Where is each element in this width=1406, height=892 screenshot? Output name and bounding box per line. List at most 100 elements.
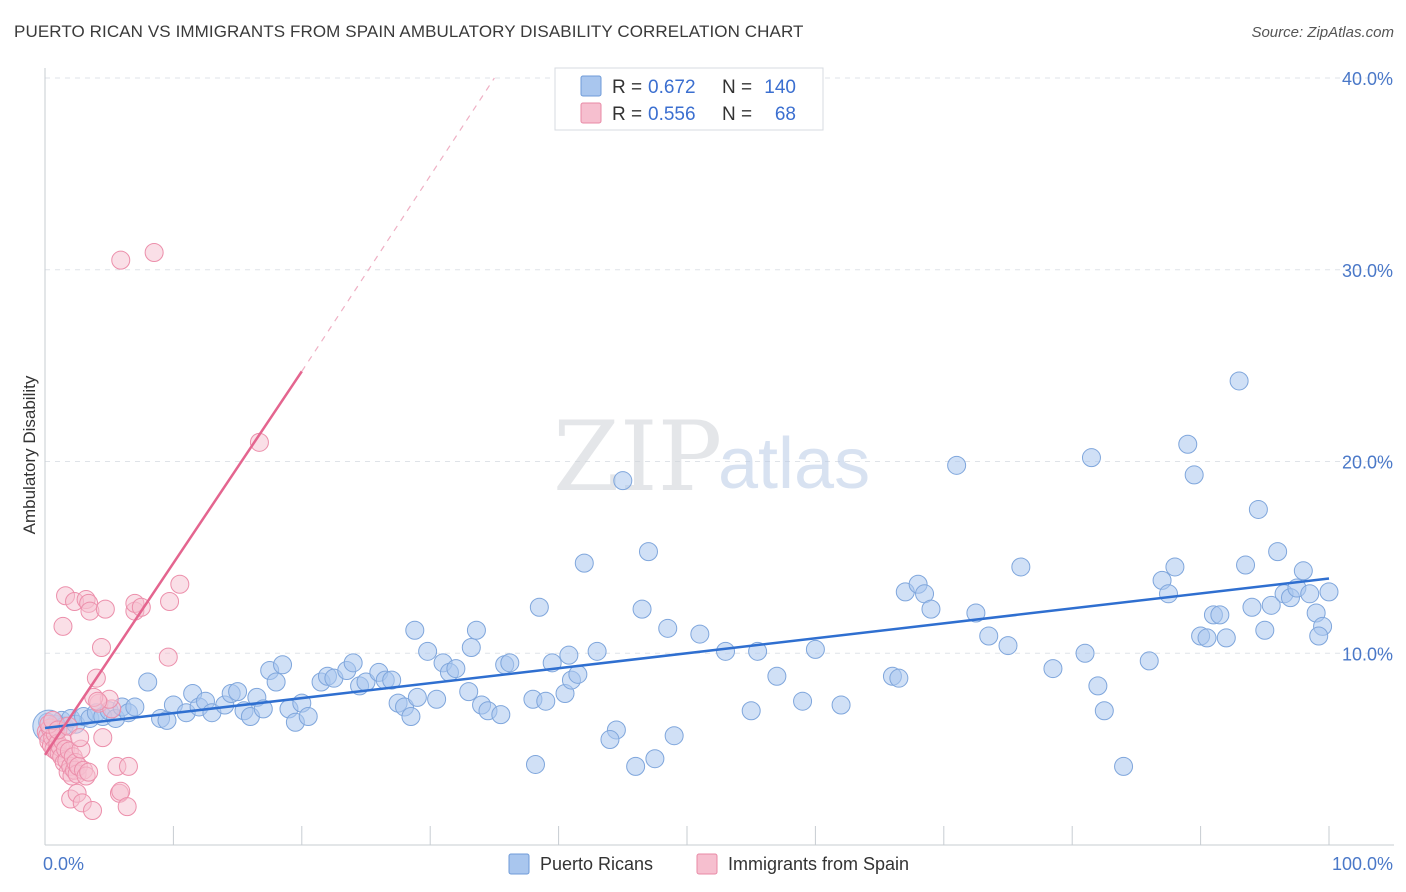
data-point-puerto-ricans [382, 670, 402, 690]
legend-swatch-blue [580, 75, 602, 97]
data-point-puerto-ricans [1300, 584, 1320, 604]
data-point-puerto-ricans [793, 691, 813, 711]
y-tick-label: 40.0% [1342, 69, 1393, 89]
x-tick-label: 100.0% [1332, 854, 1393, 874]
data-point-puerto-ricans [1165, 557, 1185, 577]
data-point-puerto-ricans [1178, 434, 1198, 454]
watermark: ZIP atlas [553, 401, 870, 513]
data-point-puerto-ricans [658, 618, 678, 638]
data-point-puerto-ricans [587, 641, 607, 661]
data-point-immigrants-from-spain [83, 800, 103, 820]
data-point-immigrants-from-spain [117, 797, 137, 817]
data-point-puerto-ricans [664, 726, 684, 746]
watermark-atlas: atlas [718, 424, 870, 504]
legend-n-label-2: N = [722, 104, 752, 125]
data-point-puerto-ricans [298, 707, 318, 727]
data-point-puerto-ricans [600, 730, 620, 750]
bottom-legend-swatch-blue [508, 853, 530, 875]
x-tick-label: 0.0% [43, 854, 84, 874]
data-point-puerto-ricans [1159, 584, 1178, 604]
data-point-puerto-ricans [1319, 582, 1339, 602]
data-point-puerto-ricans [645, 749, 665, 769]
data-point-immigrants-from-spain [91, 637, 111, 657]
data-point-immigrants-from-spain [95, 599, 115, 619]
data-point-puerto-ricans [125, 697, 145, 717]
bottom-legend-label-2: Immigrants from Spain [728, 854, 909, 874]
data-point-puerto-ricans [1094, 701, 1114, 721]
data-point-puerto-ricans [228, 682, 248, 702]
data-point-puerto-ricans [831, 695, 851, 715]
data-point-puerto-ricans [1043, 659, 1063, 679]
data-point-immigrants-from-spain [79, 762, 99, 782]
data-point-puerto-ricans [343, 653, 363, 673]
data-point-immigrants-from-spain [158, 647, 178, 667]
data-point-puerto-ricans [626, 756, 646, 776]
data-point-puerto-ricans [491, 705, 511, 725]
data-point-puerto-ricans [529, 597, 549, 617]
legend: R = 0.672 N = 140 R = 0.556 N = 68 [554, 67, 824, 131]
data-point-immigrants-from-spain [70, 728, 90, 748]
data-point-puerto-ricans [947, 455, 967, 475]
data-point-puerto-ricans [559, 645, 579, 665]
data-point-puerto-ricans [1216, 628, 1236, 648]
data-point-puerto-ricans [407, 687, 427, 707]
data-point-puerto-ricans [638, 542, 658, 562]
data-point-puerto-ricans [1248, 499, 1268, 519]
axes [44, 68, 1394, 846]
data-point-immigrants-from-spain [160, 591, 180, 611]
bottom-legend: Puerto Ricans Immigrants from Spain [508, 853, 909, 875]
data-point-puerto-ricans [741, 701, 761, 721]
data-point-puerto-ricans [1255, 620, 1275, 640]
gridlines [45, 77, 1394, 654]
data-point-puerto-ricans [767, 666, 787, 686]
data-point-puerto-ricans [138, 672, 158, 692]
data-point-puerto-ricans [998, 636, 1018, 656]
data-point-puerto-ricans [1229, 371, 1249, 391]
y-tick-labels: 10.0% 20.0% 30.0% 40.0% [1342, 69, 1393, 664]
data-point-puerto-ricans [574, 553, 594, 573]
bottom-legend-swatch-pink [696, 853, 718, 875]
data-point-puerto-ricans [525, 754, 545, 774]
trendlines [43, 77, 1330, 756]
data-point-immigrants-from-spain [88, 691, 108, 711]
x-tick-labels: 0.0% 100.0% [43, 854, 1393, 874]
data-point-puerto-ricans [1081, 448, 1101, 468]
data-point-puerto-ricans [921, 599, 941, 619]
data-point-puerto-ricans [613, 471, 633, 491]
legend-n-value-2: 68 [775, 104, 796, 125]
data-point-puerto-ricans [500, 653, 520, 673]
bottom-legend-label-1: Puerto Ricans [540, 854, 653, 874]
data-point-puerto-ricans [405, 620, 425, 640]
data-point-immigrants-from-spain [111, 250, 131, 270]
data-point-puerto-ricans [1184, 465, 1204, 485]
chart-title: PUERTO RICAN VS IMMIGRANTS FROM SPAIN AM… [14, 22, 804, 41]
data-point-puerto-ricans [805, 639, 825, 659]
legend-r-label-2: R = [612, 104, 642, 125]
trendline-immigrants-from-spain-extension [301, 77, 495, 372]
y-tick-label: 30.0% [1342, 261, 1393, 281]
data-point-puerto-ricans [536, 691, 556, 711]
trendline-puerto-ricans [44, 577, 1330, 730]
data-point-puerto-ricans [716, 641, 736, 661]
data-point-puerto-ricans [446, 659, 466, 679]
data-point-puerto-ricans [1210, 605, 1230, 625]
data-point-puerto-ricans [1075, 643, 1095, 663]
legend-n-value-1: 140 [764, 77, 796, 98]
data-point-puerto-ricans [1293, 561, 1313, 581]
data-point-puerto-ricans [889, 668, 909, 688]
data-point-puerto-ricans [979, 626, 999, 646]
data-point-puerto-ricans [966, 603, 986, 623]
data-point-puerto-ricans [459, 682, 479, 702]
data-point-puerto-ricans [466, 620, 486, 640]
data-point-puerto-ricans [568, 664, 588, 684]
data-point-puerto-ricans [418, 641, 438, 661]
y-tick-label: 20.0% [1342, 453, 1393, 473]
data-point-puerto-ricans [690, 624, 710, 644]
data-point-puerto-ricans [266, 672, 286, 692]
legend-swatch-pink [580, 102, 602, 124]
legend-r-value-1: 0.672 [648, 77, 696, 98]
data-point-puerto-ricans [1309, 626, 1329, 646]
series-immigrants-from-spain [36, 242, 269, 820]
data-point-puerto-ricans [1139, 651, 1159, 671]
data-point-puerto-ricans [1088, 676, 1108, 696]
